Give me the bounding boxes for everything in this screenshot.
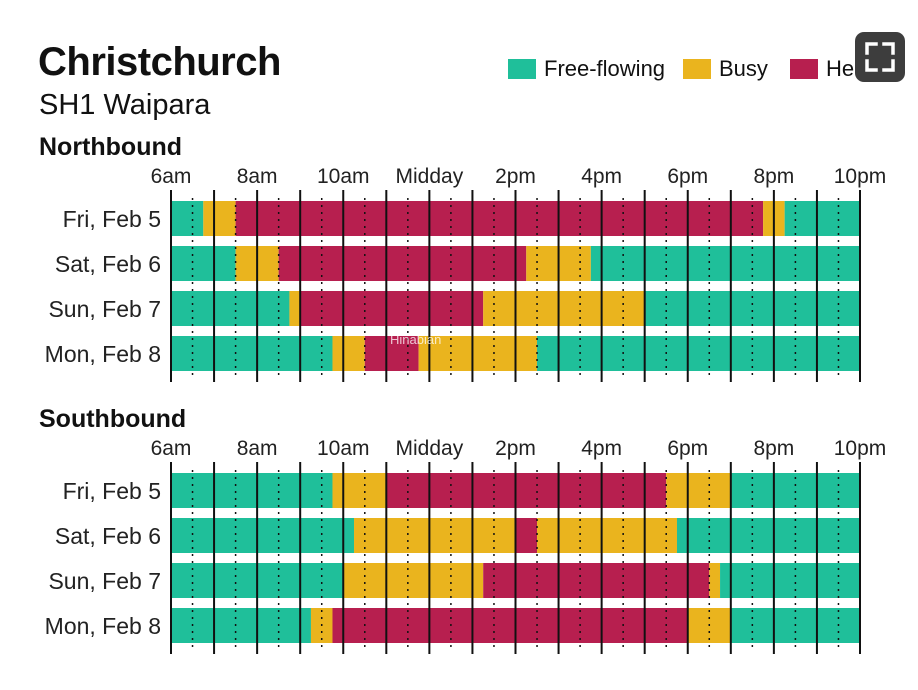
bar-segment-heavy — [515, 518, 538, 553]
bar-segment-busy — [666, 473, 731, 508]
row-label: Fri, Feb 5 — [63, 478, 161, 504]
legend-item-busy: Busy — [683, 56, 768, 82]
bar-segment-heavy — [364, 336, 419, 371]
tick-label: 6am — [151, 165, 192, 188]
expand-icon — [865, 42, 895, 72]
bar-segment-busy — [709, 563, 721, 598]
legend-label-heavy: He — [826, 56, 855, 81]
watermark: Hinabian — [390, 332, 442, 347]
tick-label: 2pm — [495, 437, 536, 460]
legend-swatch-busy — [683, 59, 711, 79]
tick-label: Midday — [396, 165, 464, 188]
tick-label: 10am — [317, 437, 370, 460]
panel-title-southbound: Southbound — [39, 405, 187, 433]
tick-label: 10am — [317, 165, 370, 188]
tick-label: 6pm — [667, 437, 708, 460]
bar-segment-busy — [332, 336, 365, 371]
row-label: Sun, Feb 7 — [48, 296, 161, 322]
page-subtitle: SH1 Waipara — [39, 89, 211, 121]
tick-label: 8pm — [753, 437, 794, 460]
bar-segment-busy — [483, 291, 645, 326]
bar-segment-free — [171, 291, 290, 326]
bar-segment-heavy — [300, 291, 484, 326]
legend-swatch-heavy — [790, 59, 818, 79]
tick-label: 10pm — [834, 437, 887, 460]
tick-label: 4pm — [581, 437, 622, 460]
bar-segment-busy — [332, 473, 387, 508]
legend-item-heavy: He — [790, 56, 854, 82]
row-label: Mon, Feb 8 — [45, 341, 161, 367]
panel-northbound: 6am 8am 10am Midday 2pm 4pm 6pm 8pm 10pm Fri, Feb… — [45, 165, 887, 382]
tick-label: 2pm — [495, 165, 536, 188]
legend-label-busy: Busy — [719, 56, 768, 81]
row-label: Sat, Feb 6 — [55, 251, 161, 277]
tick-label: 10pm — [834, 165, 887, 188]
bar-segment-busy — [289, 291, 301, 326]
bar-segment-heavy — [386, 473, 667, 508]
bar-segment-heavy — [332, 608, 688, 643]
row-label: Fri, Feb 5 — [63, 206, 161, 232]
legend-item-free-flowing: Free-flowing — [508, 56, 665, 82]
bar-segment-free — [720, 563, 860, 598]
bar-segment-free — [171, 608, 311, 643]
tick-label: Midday — [396, 437, 464, 460]
tick-label: 8pm — [753, 165, 794, 188]
row-label: Mon, Feb 8 — [45, 613, 161, 639]
tick-label: 6pm — [667, 165, 708, 188]
bar-segment-busy — [343, 563, 484, 598]
bar-segment-free — [784, 201, 860, 236]
bar-segment-busy — [537, 518, 677, 553]
tick-label: 6am — [151, 437, 192, 460]
bar-segment-heavy — [278, 246, 527, 281]
bar-segment-free — [676, 518, 860, 553]
bar-segment-heavy — [483, 563, 710, 598]
page-title: Christchurch — [38, 40, 281, 84]
tick-label: 8am — [237, 165, 278, 188]
bar-segment-heavy — [235, 201, 764, 236]
bar-segment-free — [171, 201, 204, 236]
bar-segment-busy — [354, 518, 516, 553]
expand-button[interactable] — [855, 32, 905, 82]
bar-segment-free — [171, 246, 236, 281]
row-label: Sun, Feb 7 — [48, 568, 161, 594]
panel-southbound: 6am 8am 10am Midday 2pm 4pm 6pm 8pm 10pm Fri, Feb… — [45, 437, 887, 654]
legend-label-free-flowing: Free-flowing — [544, 56, 666, 81]
bar-segment-free — [537, 336, 860, 371]
bar-segment-free — [590, 246, 860, 281]
row-label: Sat, Feb 6 — [55, 523, 161, 549]
bar-segment-free — [171, 518, 355, 553]
tick-label: 4pm — [581, 165, 622, 188]
bar-segment-busy — [203, 201, 236, 236]
bar-segment-free — [171, 473, 333, 508]
bar-segment-free — [171, 336, 333, 371]
bar-segment-busy — [418, 336, 538, 371]
tick-label: 8am — [237, 437, 278, 460]
panel-title-northbound: Northbound — [39, 133, 183, 161]
legend-swatch-free-flowing — [508, 59, 536, 79]
